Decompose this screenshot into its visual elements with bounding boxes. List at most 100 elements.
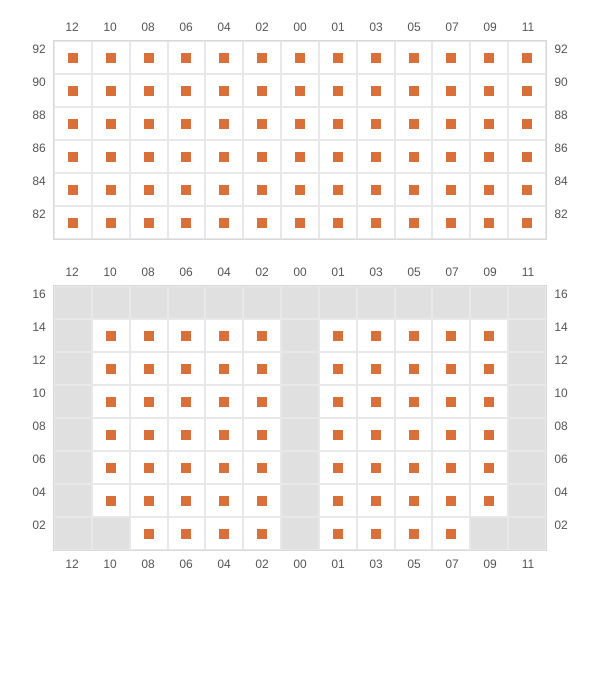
seat-cell[interactable]	[281, 206, 319, 239]
seat-cell[interactable]	[432, 319, 470, 352]
seat-cell[interactable]	[92, 74, 130, 107]
seat-cell[interactable]	[281, 173, 319, 206]
seat-cell[interactable]	[395, 418, 433, 451]
seat-cell[interactable]	[205, 484, 243, 517]
seat-cell[interactable]	[357, 319, 395, 352]
seat-cell[interactable]	[319, 173, 357, 206]
seat-cell[interactable]	[243, 451, 281, 484]
seat-cell[interactable]	[357, 484, 395, 517]
seat-cell[interactable]	[92, 418, 130, 451]
seat-cell[interactable]	[357, 517, 395, 550]
seat-cell[interactable]	[508, 206, 546, 239]
seat-cell[interactable]	[470, 173, 508, 206]
seat-cell[interactable]	[319, 107, 357, 140]
seat-cell[interactable]	[92, 140, 130, 173]
seat-cell[interactable]	[357, 352, 395, 385]
seat-cell[interactable]	[205, 206, 243, 239]
seat-cell[interactable]	[243, 385, 281, 418]
seat-cell[interactable]	[319, 352, 357, 385]
seat-cell[interactable]	[281, 140, 319, 173]
seat-cell[interactable]	[319, 41, 357, 74]
seat-cell[interactable]	[243, 319, 281, 352]
seat-cell[interactable]	[508, 140, 546, 173]
seat-cell[interactable]	[168, 418, 206, 451]
seat-cell[interactable]	[395, 352, 433, 385]
seat-cell[interactable]	[432, 107, 470, 140]
seat-cell[interactable]	[319, 451, 357, 484]
seat-cell[interactable]	[470, 107, 508, 140]
seat-cell[interactable]	[130, 385, 168, 418]
seat-cell[interactable]	[92, 41, 130, 74]
seat-cell[interactable]	[508, 41, 546, 74]
seat-cell[interactable]	[357, 451, 395, 484]
seat-cell[interactable]	[130, 451, 168, 484]
seat-cell[interactable]	[168, 385, 206, 418]
seat-cell[interactable]	[395, 140, 433, 173]
seat-cell[interactable]	[395, 484, 433, 517]
seat-cell[interactable]	[54, 74, 92, 107]
seat-cell[interactable]	[432, 484, 470, 517]
seat-cell[interactable]	[92, 173, 130, 206]
seat-cell[interactable]	[470, 74, 508, 107]
seat-cell[interactable]	[432, 41, 470, 74]
seat-cell[interactable]	[168, 319, 206, 352]
seat-cell[interactable]	[319, 206, 357, 239]
seat-cell[interactable]	[281, 74, 319, 107]
seat-cell[interactable]	[508, 173, 546, 206]
seat-cell[interactable]	[432, 352, 470, 385]
seat-cell[interactable]	[54, 206, 92, 239]
seat-cell[interactable]	[130, 517, 168, 550]
seat-cell[interactable]	[281, 41, 319, 74]
seat-cell[interactable]	[54, 107, 92, 140]
seat-cell[interactable]	[243, 173, 281, 206]
seat-cell[interactable]	[205, 107, 243, 140]
seat-cell[interactable]	[168, 107, 206, 140]
seat-cell[interactable]	[243, 352, 281, 385]
seat-cell[interactable]	[357, 385, 395, 418]
seat-cell[interactable]	[243, 517, 281, 550]
seat-cell[interactable]	[357, 107, 395, 140]
seat-cell[interactable]	[54, 41, 92, 74]
seat-cell[interactable]	[168, 173, 206, 206]
seat-cell[interactable]	[168, 484, 206, 517]
seat-cell[interactable]	[432, 451, 470, 484]
seat-cell[interactable]	[205, 517, 243, 550]
seat-cell[interactable]	[319, 74, 357, 107]
seat-cell[interactable]	[168, 451, 206, 484]
seat-cell[interactable]	[357, 173, 395, 206]
seat-cell[interactable]	[357, 140, 395, 173]
seat-cell[interactable]	[319, 484, 357, 517]
seat-cell[interactable]	[319, 319, 357, 352]
seat-cell[interactable]	[432, 140, 470, 173]
seat-cell[interactable]	[205, 451, 243, 484]
seat-cell[interactable]	[130, 140, 168, 173]
seat-cell[interactable]	[130, 173, 168, 206]
seat-cell[interactable]	[130, 74, 168, 107]
seat-cell[interactable]	[470, 352, 508, 385]
seat-cell[interactable]	[432, 206, 470, 239]
seat-cell[interactable]	[168, 352, 206, 385]
seat-cell[interactable]	[281, 107, 319, 140]
seat-cell[interactable]	[205, 41, 243, 74]
seat-cell[interactable]	[243, 206, 281, 239]
seat-cell[interactable]	[205, 74, 243, 107]
seat-cell[interactable]	[357, 41, 395, 74]
seat-cell[interactable]	[92, 319, 130, 352]
seat-cell[interactable]	[205, 173, 243, 206]
seat-cell[interactable]	[168, 74, 206, 107]
seat-cell[interactable]	[243, 484, 281, 517]
seat-cell[interactable]	[168, 206, 206, 239]
seat-cell[interactable]	[395, 74, 433, 107]
seat-cell[interactable]	[243, 418, 281, 451]
seat-cell[interactable]	[357, 206, 395, 239]
seat-cell[interactable]	[168, 41, 206, 74]
seat-cell[interactable]	[92, 484, 130, 517]
seat-cell[interactable]	[92, 451, 130, 484]
seat-cell[interactable]	[470, 206, 508, 239]
seat-cell[interactable]	[243, 41, 281, 74]
seat-cell[interactable]	[470, 41, 508, 74]
seat-cell[interactable]	[470, 418, 508, 451]
seat-cell[interactable]	[432, 517, 470, 550]
seat-cell[interactable]	[205, 385, 243, 418]
seat-cell[interactable]	[205, 418, 243, 451]
